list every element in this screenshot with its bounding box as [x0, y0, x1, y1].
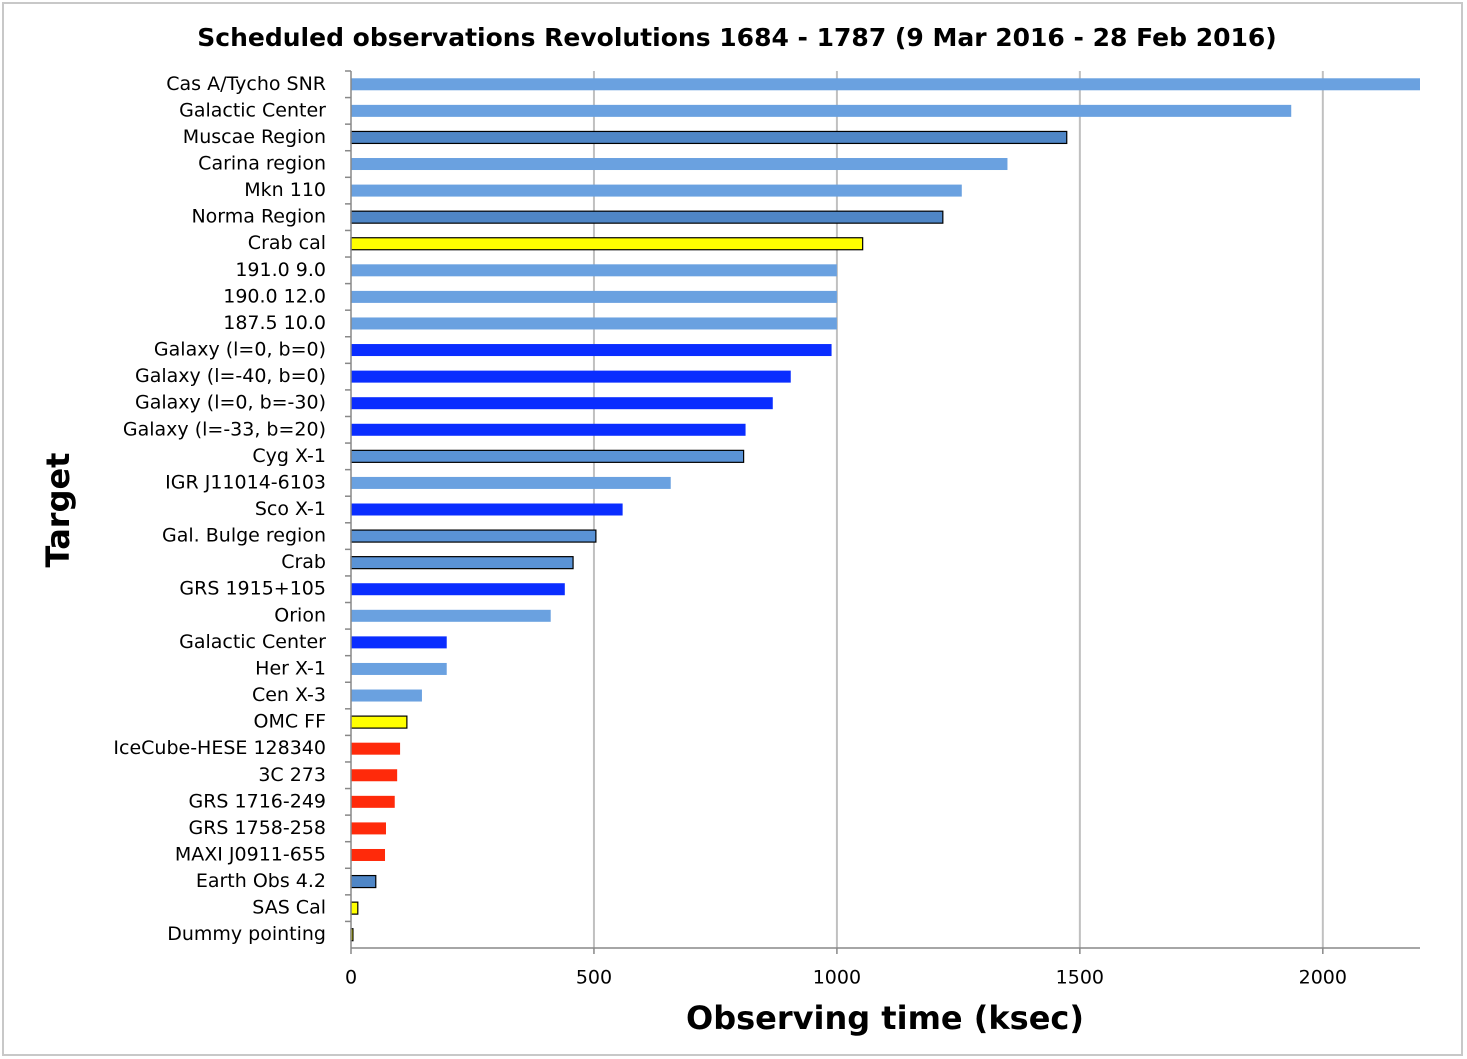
- bar: [351, 742, 401, 755]
- bar: [351, 370, 791, 383]
- y-tick-label: Cen X-3: [252, 684, 326, 706]
- bar: [351, 636, 447, 649]
- y-tick-label: Muscae Region: [183, 126, 326, 148]
- y-tick-label: Gal. Bulge region: [162, 525, 326, 547]
- y-tick-label: Galaxy (l=0, b=-30): [135, 392, 326, 414]
- y-tick-label: Dummy pointing: [167, 923, 326, 945]
- bar: [350, 901, 359, 915]
- x-tick-label: 1000: [813, 967, 861, 989]
- y-tick-label: 190.0 12.0: [223, 285, 326, 307]
- x-tick-label: 0: [345, 967, 357, 989]
- bar: [351, 503, 623, 516]
- bar: [351, 583, 565, 596]
- bar: [351, 662, 447, 675]
- y-tick-label: OMC FF: [253, 711, 326, 733]
- y-tick-label: Galaxy (l=-40, b=0): [135, 365, 326, 387]
- y-tick-label: GRS 1716-249: [189, 790, 327, 812]
- bar: [351, 158, 1008, 171]
- bar: [351, 264, 837, 277]
- bar: [351, 848, 386, 861]
- y-tick-label: GRS 1915+105: [179, 578, 326, 600]
- y-tick-label: Galactic Center: [179, 99, 326, 121]
- bar: [350, 237, 864, 251]
- bar: [350, 210, 944, 224]
- bar: [351, 795, 395, 808]
- y-tick-label: Earth Obs 4.2: [196, 870, 326, 892]
- y-tick-label: Orion: [274, 604, 326, 626]
- bar: [351, 78, 1420, 91]
- bar: [350, 130, 1068, 145]
- bar: [350, 556, 574, 570]
- bar: [350, 874, 377, 889]
- y-tick-label: Carina region: [198, 153, 326, 175]
- y-tick-label: SAS Cal: [252, 897, 326, 919]
- y-tick-label: Crab: [281, 551, 326, 573]
- x-tick-label: 2000: [1299, 967, 1347, 989]
- bar: [350, 715, 408, 729]
- x-axis-title: Observing time (ksec): [686, 999, 1084, 1037]
- y-tick-label: 191.0 9.0: [235, 259, 326, 281]
- bar: [351, 317, 837, 330]
- bar: [351, 822, 386, 835]
- y-tick-label: Galaxy (l=-33, b=20): [123, 418, 326, 440]
- y-tick-label: GRS 1758-258: [189, 817, 327, 839]
- y-tick-label: Sco X-1: [255, 498, 326, 520]
- y-tick-label: Cas A/Tycho SNR: [166, 73, 326, 95]
- bar: [351, 609, 551, 622]
- y-tick-label: IceCube-HESE 128340: [113, 737, 326, 759]
- y-tick-label: Cyg X-1: [252, 445, 326, 467]
- bar: [351, 769, 398, 782]
- y-tick-label: Galaxy (l=0, b=0): [154, 339, 326, 361]
- y-tick-label: MAXI J0911-655: [175, 843, 326, 865]
- x-tick-label: 1500: [1056, 967, 1104, 989]
- y-tick-label: Her X-1: [255, 657, 326, 679]
- bar: [350, 529, 597, 543]
- bar: [351, 397, 773, 410]
- bar: [351, 689, 422, 702]
- y-tick-label: 187.5 10.0: [223, 312, 326, 334]
- bar: [351, 423, 746, 436]
- x-tick-label: 500: [576, 967, 612, 989]
- bar: [351, 290, 837, 303]
- bar: [351, 344, 832, 357]
- y-tick-label: IGR J11014-6103: [165, 471, 326, 493]
- bar: [351, 184, 962, 197]
- chart-title: Scheduled observations Revolutions 1684 …: [197, 23, 1276, 52]
- y-tick-label: Galactic Center: [179, 631, 326, 653]
- bar: [350, 449, 745, 463]
- y-tick-label: Crab cal: [248, 232, 326, 254]
- y-tick-label: Norma Region: [191, 206, 326, 228]
- bar: [351, 476, 671, 489]
- y-axis-title: Target: [39, 453, 77, 568]
- y-tick-label: 3C 273: [258, 764, 326, 786]
- y-tick-label: Mkn 110: [244, 179, 326, 201]
- bar: [351, 104, 1292, 117]
